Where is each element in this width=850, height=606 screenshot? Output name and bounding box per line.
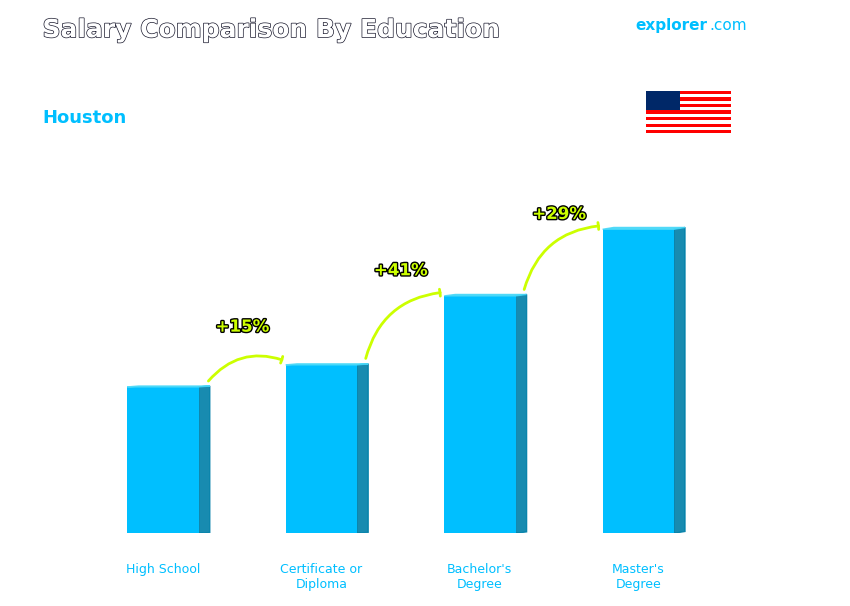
Polygon shape bbox=[515, 295, 527, 533]
Bar bbox=[646, 101, 731, 104]
Bar bbox=[646, 94, 731, 98]
FancyBboxPatch shape bbox=[128, 387, 199, 533]
Text: 85,700 USD: 85,700 USD bbox=[105, 365, 174, 378]
FancyBboxPatch shape bbox=[603, 229, 674, 533]
Bar bbox=[646, 117, 731, 120]
Text: Certificate or
Diploma: Certificate or Diploma bbox=[280, 564, 362, 591]
Text: 98,600 USD: 98,600 USD bbox=[263, 342, 332, 356]
Bar bbox=[646, 104, 731, 107]
FancyBboxPatch shape bbox=[286, 365, 357, 533]
Text: 178,000 USD: 178,000 USD bbox=[576, 207, 653, 220]
Polygon shape bbox=[357, 364, 368, 533]
Text: .com: .com bbox=[710, 18, 747, 33]
Bar bbox=[646, 98, 731, 101]
Text: 139,000 USD: 139,000 USD bbox=[417, 273, 495, 287]
Bar bbox=[646, 107, 731, 110]
Text: +29%: +29% bbox=[532, 205, 586, 223]
Bar bbox=[646, 91, 680, 110]
Text: salary: salary bbox=[578, 18, 631, 33]
FancyBboxPatch shape bbox=[445, 296, 515, 533]
Bar bbox=[646, 114, 731, 117]
Polygon shape bbox=[128, 386, 210, 387]
Bar bbox=[646, 124, 731, 127]
Polygon shape bbox=[445, 295, 527, 296]
Text: High School: High School bbox=[126, 564, 201, 576]
Polygon shape bbox=[286, 364, 368, 365]
Polygon shape bbox=[199, 386, 210, 533]
Text: Master's
Degree: Master's Degree bbox=[612, 564, 665, 591]
Text: Average Yearly Salary: Average Yearly Salary bbox=[814, 277, 824, 390]
Text: explorer: explorer bbox=[635, 18, 707, 33]
Bar bbox=[646, 130, 731, 133]
Text: +41%: +41% bbox=[374, 261, 428, 279]
Bar bbox=[646, 91, 731, 94]
Polygon shape bbox=[674, 227, 685, 533]
Text: +15%: +15% bbox=[216, 318, 269, 336]
Text: Bachelor's
Degree: Bachelor's Degree bbox=[447, 564, 513, 591]
Bar bbox=[646, 110, 731, 114]
Bar bbox=[646, 120, 731, 124]
Text: Salary Comparison By Education: Salary Comparison By Education bbox=[42, 18, 501, 42]
Polygon shape bbox=[603, 227, 685, 229]
Text: Subscription Box Curator: Subscription Box Curator bbox=[42, 73, 268, 91]
Bar bbox=[646, 127, 731, 130]
Text: Houston: Houston bbox=[42, 109, 127, 127]
